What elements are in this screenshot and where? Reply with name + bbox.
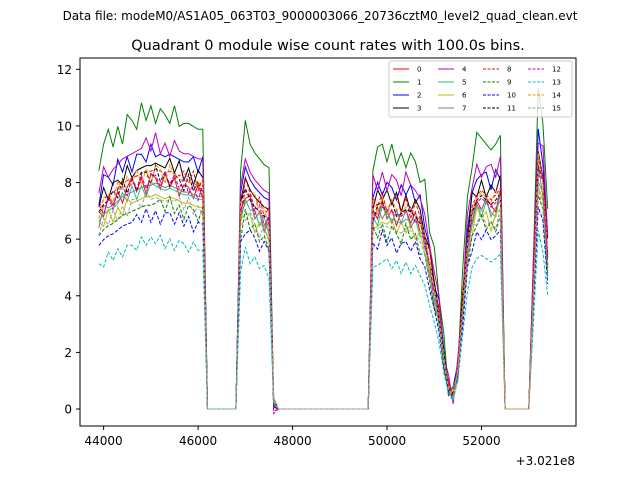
series-line-9 [98,194,549,410]
y-tick-label: 6 [64,233,72,247]
series-line-6 [98,185,549,410]
figure-suptitle: Data file: modeM0/AS1A05_063T03_90000030… [63,9,578,23]
legend-label: 15 [552,105,561,113]
series-line-11 [98,163,549,410]
series-line-2 [98,128,549,410]
series-line-4 [98,132,549,410]
x-tick-label: 50000 [368,434,406,448]
series-line-1 [98,88,549,410]
legend-label: 9 [507,79,511,87]
legend-label: 8 [507,66,511,74]
chart-title: Quadrant 0 module wise count rates with … [131,38,525,54]
x-tick-label: 48000 [273,434,311,448]
y-tick-label: 0 [64,403,72,417]
x-offset-label: +3.021e8 [516,454,575,468]
series-line-15 [98,186,549,410]
legend-label: 2 [417,92,421,100]
legend-label: 5 [462,79,466,87]
legend-label: 3 [417,105,421,113]
legend-label: 7 [462,105,466,113]
y-tick-label: 10 [57,119,72,133]
legend-label: 12 [552,66,561,74]
x-tick-label: 46000 [179,434,217,448]
y-tick-label: 12 [57,63,72,77]
series-line-10 [98,206,549,410]
y-tick-label: 4 [64,289,72,303]
series-line-12 [98,166,549,415]
y-tick-label: 8 [64,176,72,190]
y-tick-label: 2 [64,346,72,360]
legend-label: 10 [507,92,516,100]
plot-lines [98,88,549,415]
legend-label: 13 [552,79,561,87]
legend-label: 0 [417,66,421,74]
legend-label: 11 [507,105,516,113]
legend-label: 1 [417,79,421,87]
legend-label: 6 [462,92,467,100]
legend-label: 4 [462,66,467,74]
plot-frame [79,57,577,427]
series-line-7 [98,165,549,410]
x-tick-label: 52000 [462,434,500,448]
series-line-13 [98,230,549,410]
legend-label: 14 [552,92,561,100]
x-tick-label: 44000 [85,434,123,448]
legend-box [388,60,573,118]
